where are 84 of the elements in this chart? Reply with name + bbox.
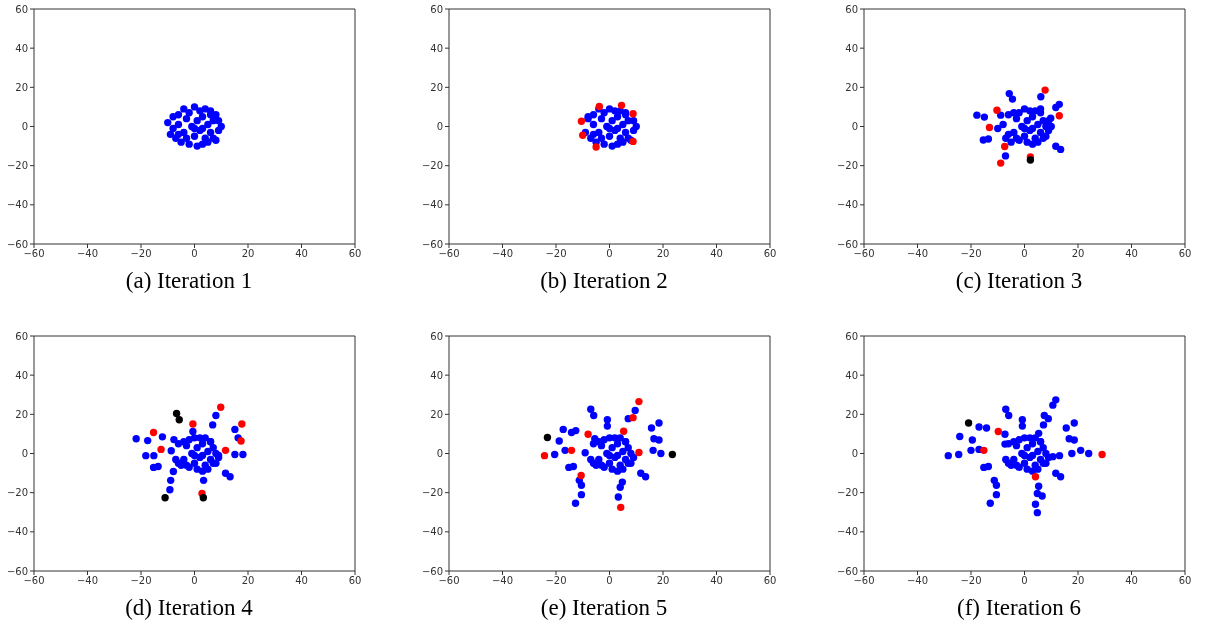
x-tick-label: 0 (1021, 248, 1028, 260)
text: (a) Iteration 1 (124, 268, 254, 294)
y-tick-label: 40 (430, 42, 443, 54)
x-tick-label: −20 (545, 575, 567, 587)
x-tick-label: 40 (295, 575, 308, 587)
y-tick-label: 60 (430, 3, 443, 15)
y-tick-label: 60 (845, 3, 858, 15)
x-tick-label: 0 (191, 575, 198, 587)
text: (b) Iteration 2 (539, 268, 669, 294)
y-tick-label: −60 (836, 238, 858, 250)
y-tick-label: 60 (430, 330, 443, 342)
y-tick-label: 0 (21, 448, 28, 460)
y-tick-label: 20 (15, 408, 28, 420)
y-tick-label: −20 (836, 487, 858, 499)
x-tick-label: 20 (656, 248, 670, 260)
y-tick-label: 20 (845, 408, 858, 420)
x-tick-label: 40 (710, 248, 723, 260)
x-tick-label: 60 (348, 575, 362, 587)
x-tick-label: 60 (1178, 575, 1192, 587)
y-tick-label: 0 (21, 121, 28, 133)
x-tick-label: 40 (710, 575, 723, 587)
y-tick-label: 60 (15, 330, 28, 342)
x-tick-label: 60 (1178, 248, 1192, 260)
x-tick-label: 60 (763, 248, 777, 260)
y-tick-label: 0 (436, 448, 443, 460)
y-tick-label: 0 (851, 121, 858, 133)
y-tick-label: 40 (845, 369, 858, 381)
y-tick-label: 20 (845, 81, 858, 93)
x-tick-label: 20 (656, 575, 670, 587)
x-tick-label: 0 (606, 575, 613, 587)
y-tick-label: −20 (6, 160, 28, 172)
x-tick-label: −40 (906, 575, 929, 587)
y-tick-label: 0 (851, 448, 858, 460)
y-tick-label: 40 (15, 369, 28, 381)
x-tick-label: −40 (906, 248, 929, 260)
y-tick-label: −20 (421, 160, 443, 172)
x-tick-label: −20 (960, 248, 982, 260)
y-tick-label: −60 (6, 565, 28, 577)
x-tick-label: 20 (241, 248, 255, 260)
y-tick-label: −40 (421, 526, 443, 538)
x-tick-label: −20 (130, 248, 152, 260)
y-tick-label: −60 (836, 565, 858, 577)
text: (c) Iteration 3 (954, 268, 1084, 294)
y-tick-label: 40 (845, 42, 858, 54)
y-tick-label: 0 (436, 121, 443, 133)
y-tick-label: 20 (15, 81, 28, 93)
x-tick-label: 20 (1071, 248, 1085, 260)
y-tick-label: 60 (845, 330, 858, 342)
y-tick-label: −20 (836, 160, 858, 172)
x-tick-label: 40 (1125, 248, 1138, 260)
y-tick-label: −40 (836, 526, 858, 538)
x-tick-label: −40 (76, 248, 99, 260)
x-tick-label: 40 (295, 248, 308, 260)
x-tick-label: −20 (545, 248, 567, 260)
y-tick-label: 20 (430, 81, 443, 93)
y-tick-label: −60 (6, 238, 28, 250)
x-tick-label: 0 (606, 248, 613, 260)
y-tick-label: −40 (6, 199, 28, 211)
x-tick-label: 0 (191, 248, 198, 260)
x-tick-label: 40 (1125, 575, 1138, 587)
x-tick-label: 60 (348, 248, 362, 260)
x-tick-label: −40 (76, 575, 99, 587)
y-tick-label: 60 (15, 3, 28, 15)
x-tick-label: −20 (130, 575, 152, 587)
y-tick-label: 40 (430, 369, 443, 381)
y-tick-label: 40 (15, 42, 28, 54)
x-tick-label: −40 (491, 248, 514, 260)
x-tick-label: −20 (960, 575, 982, 587)
text: (e) Iteration 5 (539, 595, 669, 621)
y-tick-label: −40 (6, 526, 28, 538)
text: (d) Iteration 4 (124, 595, 254, 621)
x-tick-label: 0 (1021, 575, 1028, 587)
y-tick-label: −20 (421, 487, 443, 499)
y-tick-label: −40 (421, 199, 443, 211)
x-tick-label: −40 (491, 575, 514, 587)
y-tick-label: 20 (430, 408, 443, 420)
text: (f) Iteration 6 (956, 595, 1082, 621)
y-tick-label: −40 (836, 199, 858, 211)
y-tick-label: −60 (421, 238, 443, 250)
x-tick-label: 60 (763, 575, 777, 587)
x-tick-label: 20 (241, 575, 255, 587)
y-tick-label: −60 (421, 565, 443, 577)
x-tick-label: 20 (1071, 575, 1085, 587)
y-tick-label: −20 (6, 487, 28, 499)
